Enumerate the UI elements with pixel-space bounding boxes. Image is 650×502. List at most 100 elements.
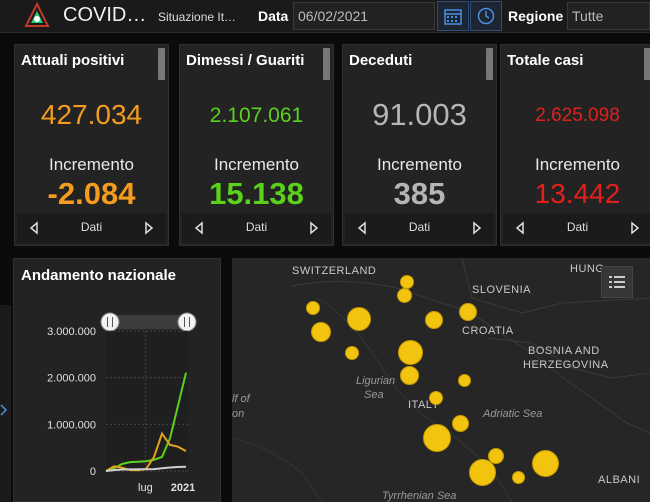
trend-chart[interactable]: 3.000.000 2.000.000 1.000.000 0 lug 2021 <box>14 259 222 502</box>
italy-map[interactable]: SWITZERLAND HUNG SLOVENIA CROATIA BOSNIA… <box>232 258 650 502</box>
chevron-right-icon[interactable] <box>628 221 642 235</box>
region-bubble[interactable] <box>459 303 477 321</box>
chevron-left-icon[interactable] <box>513 221 527 235</box>
card-nav: Dati <box>503 213 650 243</box>
chevron-left-icon[interactable] <box>192 221 206 235</box>
card-nav: Dati <box>17 213 166 243</box>
chevron-right-icon[interactable] <box>470 221 484 235</box>
region-bubble[interactable] <box>400 366 419 385</box>
card-title: Attuali positivi <box>21 52 125 69</box>
nav-label: Dati <box>80 220 103 234</box>
card-dimessi-guariti: Dimessi / Guariti 2.107.061 Incremento 1… <box>179 44 334 246</box>
region-bubble[interactable] <box>512 471 525 484</box>
map-label: SLOVENIA <box>472 284 532 296</box>
nav-label: Dati <box>408 220 431 234</box>
chevron-right-icon[interactable] <box>142 221 156 235</box>
region-select[interactable] <box>567 2 650 30</box>
region-bubble[interactable] <box>488 448 504 464</box>
map-label: SWITZERLAND <box>292 265 377 277</box>
nav-label: Dati <box>566 220 589 234</box>
nav-label: Dati <box>245 220 268 234</box>
increment-label: Incremento <box>213 155 300 174</box>
card-value: 2.625.098 <box>535 105 620 126</box>
region-bubble[interactable] <box>311 322 331 342</box>
card-nav: Dati <box>182 213 331 243</box>
card-deceduti: Deceduti 91.003 Incremento 385 Dati <box>342 44 497 246</box>
side-panel-edge <box>0 305 11 502</box>
increment-value: 13.442 <box>534 178 621 209</box>
card-scrollbar[interactable] <box>486 48 493 80</box>
card-attuali-positivi: Attuali positivi 427.034 Incremento -2.0… <box>14 44 169 246</box>
increment-label: Incremento <box>48 155 135 174</box>
y-tick-label: 2.000.000 <box>47 373 96 385</box>
increment-value: -2.084 <box>47 176 136 211</box>
map-label: HERZEGOVINA <box>523 359 609 371</box>
region-bubble[interactable] <box>347 307 371 331</box>
region-bubble[interactable] <box>425 311 443 329</box>
clock-button[interactable] <box>470 1 502 31</box>
series-line <box>105 372 187 472</box>
region-bubble[interactable] <box>429 391 443 405</box>
chevron-left-icon[interactable] <box>27 221 41 235</box>
card-title: Totale casi <box>507 52 584 69</box>
clock-icon <box>477 7 495 25</box>
trend-title: Andamento nazionale <box>21 267 177 284</box>
card-scrollbar[interactable] <box>158 48 165 80</box>
region-bubble[interactable] <box>400 275 414 289</box>
region-bubble[interactable] <box>397 288 412 303</box>
time-slider-handle-end[interactable] <box>177 312 197 332</box>
card-nav: Dati <box>345 213 494 243</box>
card-value: 91.003 <box>372 97 467 132</box>
map-label: Adriatic Sea <box>483 408 543 420</box>
increment-value: 15.138 <box>209 176 304 211</box>
date-input[interactable] <box>293 2 435 30</box>
trend-panel: Andamento nazionale 3.000.000 2.000.000 1.… <box>13 258 221 502</box>
card-scrollbar[interactable] <box>323 48 330 80</box>
app-header: COVID… Situazione It… Data Regione <box>0 0 650 33</box>
y-tick-label: 0 <box>90 466 96 478</box>
x-tick-label: lug <box>138 482 153 494</box>
card-scrollbar[interactable] <box>644 48 650 80</box>
y-tick-label: 3.000.000 <box>47 326 96 338</box>
region-bubble[interactable] <box>458 374 471 387</box>
list-icon <box>609 276 625 288</box>
region-bubble[interactable] <box>345 346 359 360</box>
map-label: BOSNIA AND <box>528 345 600 357</box>
map-borders <box>232 258 650 502</box>
time-slider-handle-start[interactable] <box>100 312 120 332</box>
map-label: on <box>232 408 245 420</box>
y-tick-label: 1.000.000 <box>47 419 96 431</box>
time-slider-track[interactable] <box>110 315 188 329</box>
region-bubble[interactable] <box>452 415 469 432</box>
app-title: COVID… <box>63 4 147 26</box>
region-bubble[interactable] <box>532 450 559 477</box>
region-bubble[interactable] <box>398 340 423 365</box>
republic-emblem-icon <box>24 2 50 27</box>
calendar-button[interactable] <box>437 1 469 31</box>
card-value: 2.107.061 <box>209 104 304 127</box>
calendar-icon <box>444 9 462 25</box>
series-line <box>105 465 187 472</box>
region-bubble[interactable] <box>469 459 496 486</box>
card-totale-casi: Totale casi 2.625.098 Incremento 13.442 … <box>500 44 650 246</box>
increment-value: 385 <box>393 176 446 211</box>
map-label: Tyrrhenian Sea <box>382 490 457 502</box>
region-bubble[interactable] <box>423 424 451 452</box>
chevron-right-icon[interactable] <box>307 221 321 235</box>
card-title: Deceduti <box>349 52 413 69</box>
map-label: HUNG <box>570 263 605 275</box>
chevron-right-icon[interactable] <box>0 404 8 416</box>
map-label: Ligurian <box>356 375 396 387</box>
increment-label: Incremento <box>376 155 463 174</box>
increment-label: Incremento <box>534 155 621 174</box>
chevron-left-icon[interactable] <box>355 221 369 235</box>
region-label: Regione <box>508 8 564 24</box>
map-label: ALBANI <box>598 474 641 486</box>
card-value: 427.034 <box>40 99 143 130</box>
app-subtitle: Situazione It… <box>158 10 237 24</box>
map-legend-button[interactable] <box>601 266 633 298</box>
map-label: lf of <box>232 393 250 405</box>
date-label: Data <box>258 8 289 24</box>
region-bubble[interactable] <box>306 301 320 315</box>
map-label: CROATIA <box>462 325 514 337</box>
